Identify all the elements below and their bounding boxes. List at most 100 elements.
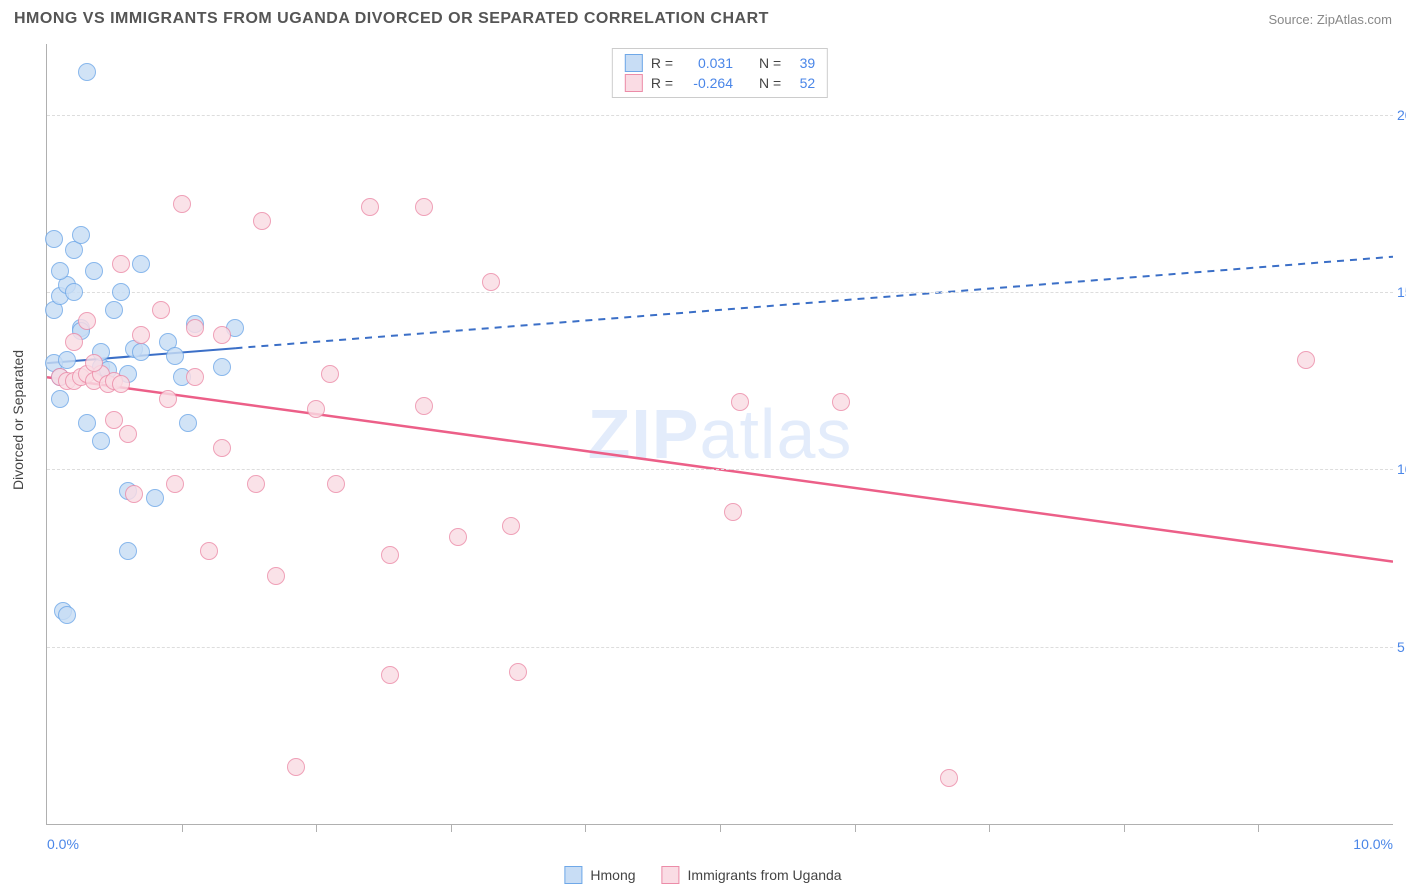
gridline (47, 647, 1393, 648)
data-point (159, 390, 177, 408)
r-value: -0.264 (681, 75, 733, 91)
legend-label: Hmong (590, 867, 635, 883)
data-point (482, 273, 500, 291)
data-point (166, 475, 184, 493)
data-point (105, 411, 123, 429)
y-axis-label: Divorced or Separated (10, 350, 26, 490)
data-point (361, 198, 379, 216)
chart-title: HMONG VS IMMIGRANTS FROM UGANDA DIVORCED… (14, 10, 769, 28)
data-point (731, 393, 749, 411)
source-label: Source: ZipAtlas.com (1268, 12, 1392, 27)
data-point (1297, 351, 1315, 369)
data-point (321, 365, 339, 383)
data-point (85, 262, 103, 280)
y-tick-label: 10.0% (1397, 461, 1406, 477)
x-tick (720, 824, 721, 832)
n-label: N = (759, 75, 781, 91)
legend-row: R = 0.031 N = 39 (625, 53, 815, 73)
data-point (307, 400, 325, 418)
x-axis-min-label: 0.0% (47, 836, 79, 852)
data-point (267, 567, 285, 585)
trend-line (235, 257, 1393, 348)
legend-row: R = -0.264 N = 52 (625, 73, 815, 93)
data-point (132, 343, 150, 361)
r-value: 0.031 (681, 55, 733, 71)
data-point (173, 195, 191, 213)
data-point (253, 212, 271, 230)
data-point (179, 414, 197, 432)
data-point (58, 351, 76, 369)
data-point (502, 517, 520, 535)
r-label: R = (651, 75, 673, 91)
data-point (51, 262, 69, 280)
plot-area: ZIPatlas R = 0.031 N = 39 R = -0.264 N = 52 0.0… (46, 44, 1393, 825)
gridline (47, 115, 1393, 116)
data-point (65, 333, 83, 351)
y-tick-label: 20.0% (1397, 107, 1406, 123)
correlation-legend: R = 0.031 N = 39 R = -0.264 N = 52 (612, 48, 828, 98)
legend-swatch (625, 74, 643, 92)
data-point (112, 375, 130, 393)
data-point (85, 354, 103, 372)
x-tick (316, 824, 317, 832)
legend-swatch (564, 866, 582, 884)
data-point (65, 283, 83, 301)
x-tick (1124, 824, 1125, 832)
data-point (72, 226, 90, 244)
data-point (381, 546, 399, 564)
data-point (92, 432, 110, 450)
data-point (166, 347, 184, 365)
data-point (940, 769, 958, 787)
data-point (78, 63, 96, 81)
data-point (213, 326, 231, 344)
data-point (132, 255, 150, 273)
legend-item: Hmong (564, 866, 635, 884)
data-point (509, 663, 527, 681)
data-point (132, 326, 150, 344)
data-point (51, 390, 69, 408)
data-point (186, 319, 204, 337)
data-point (146, 489, 164, 507)
data-point (415, 198, 433, 216)
x-tick (585, 824, 586, 832)
data-point (832, 393, 850, 411)
r-label: R = (651, 55, 673, 71)
source-link[interactable]: ZipAtlas.com (1317, 12, 1392, 27)
n-label: N = (759, 55, 781, 71)
x-axis-max-label: 10.0% (1353, 836, 1393, 852)
data-point (45, 230, 63, 248)
data-point (213, 439, 231, 457)
data-point (112, 283, 130, 301)
x-tick (989, 824, 990, 832)
data-point (105, 301, 123, 319)
gridline (47, 292, 1393, 293)
data-point (287, 758, 305, 776)
data-point (125, 485, 143, 503)
x-tick (1258, 824, 1259, 832)
data-point (119, 425, 137, 443)
data-point (724, 503, 742, 521)
n-value: 39 (789, 55, 815, 71)
n-value: 52 (789, 75, 815, 91)
series-legend: Hmong Immigrants from Uganda (564, 866, 841, 884)
data-point (213, 358, 231, 376)
header-bar: HMONG VS IMMIGRANTS FROM UGANDA DIVORCED… (0, 0, 1406, 34)
data-point (152, 301, 170, 319)
data-point (247, 475, 265, 493)
legend-swatch (625, 54, 643, 72)
legend-swatch (662, 866, 680, 884)
data-point (415, 397, 433, 415)
x-tick (451, 824, 452, 832)
y-tick-label: 5.0% (1397, 639, 1406, 655)
data-point (119, 542, 137, 560)
data-point (78, 414, 96, 432)
data-point (381, 666, 399, 684)
data-point (186, 368, 204, 386)
watermark: ZIPatlas (588, 394, 853, 474)
data-point (78, 312, 96, 330)
legend-item: Immigrants from Uganda (662, 866, 842, 884)
data-point (327, 475, 345, 493)
legend-label: Immigrants from Uganda (688, 867, 842, 883)
data-point (200, 542, 218, 560)
data-point (112, 255, 130, 273)
